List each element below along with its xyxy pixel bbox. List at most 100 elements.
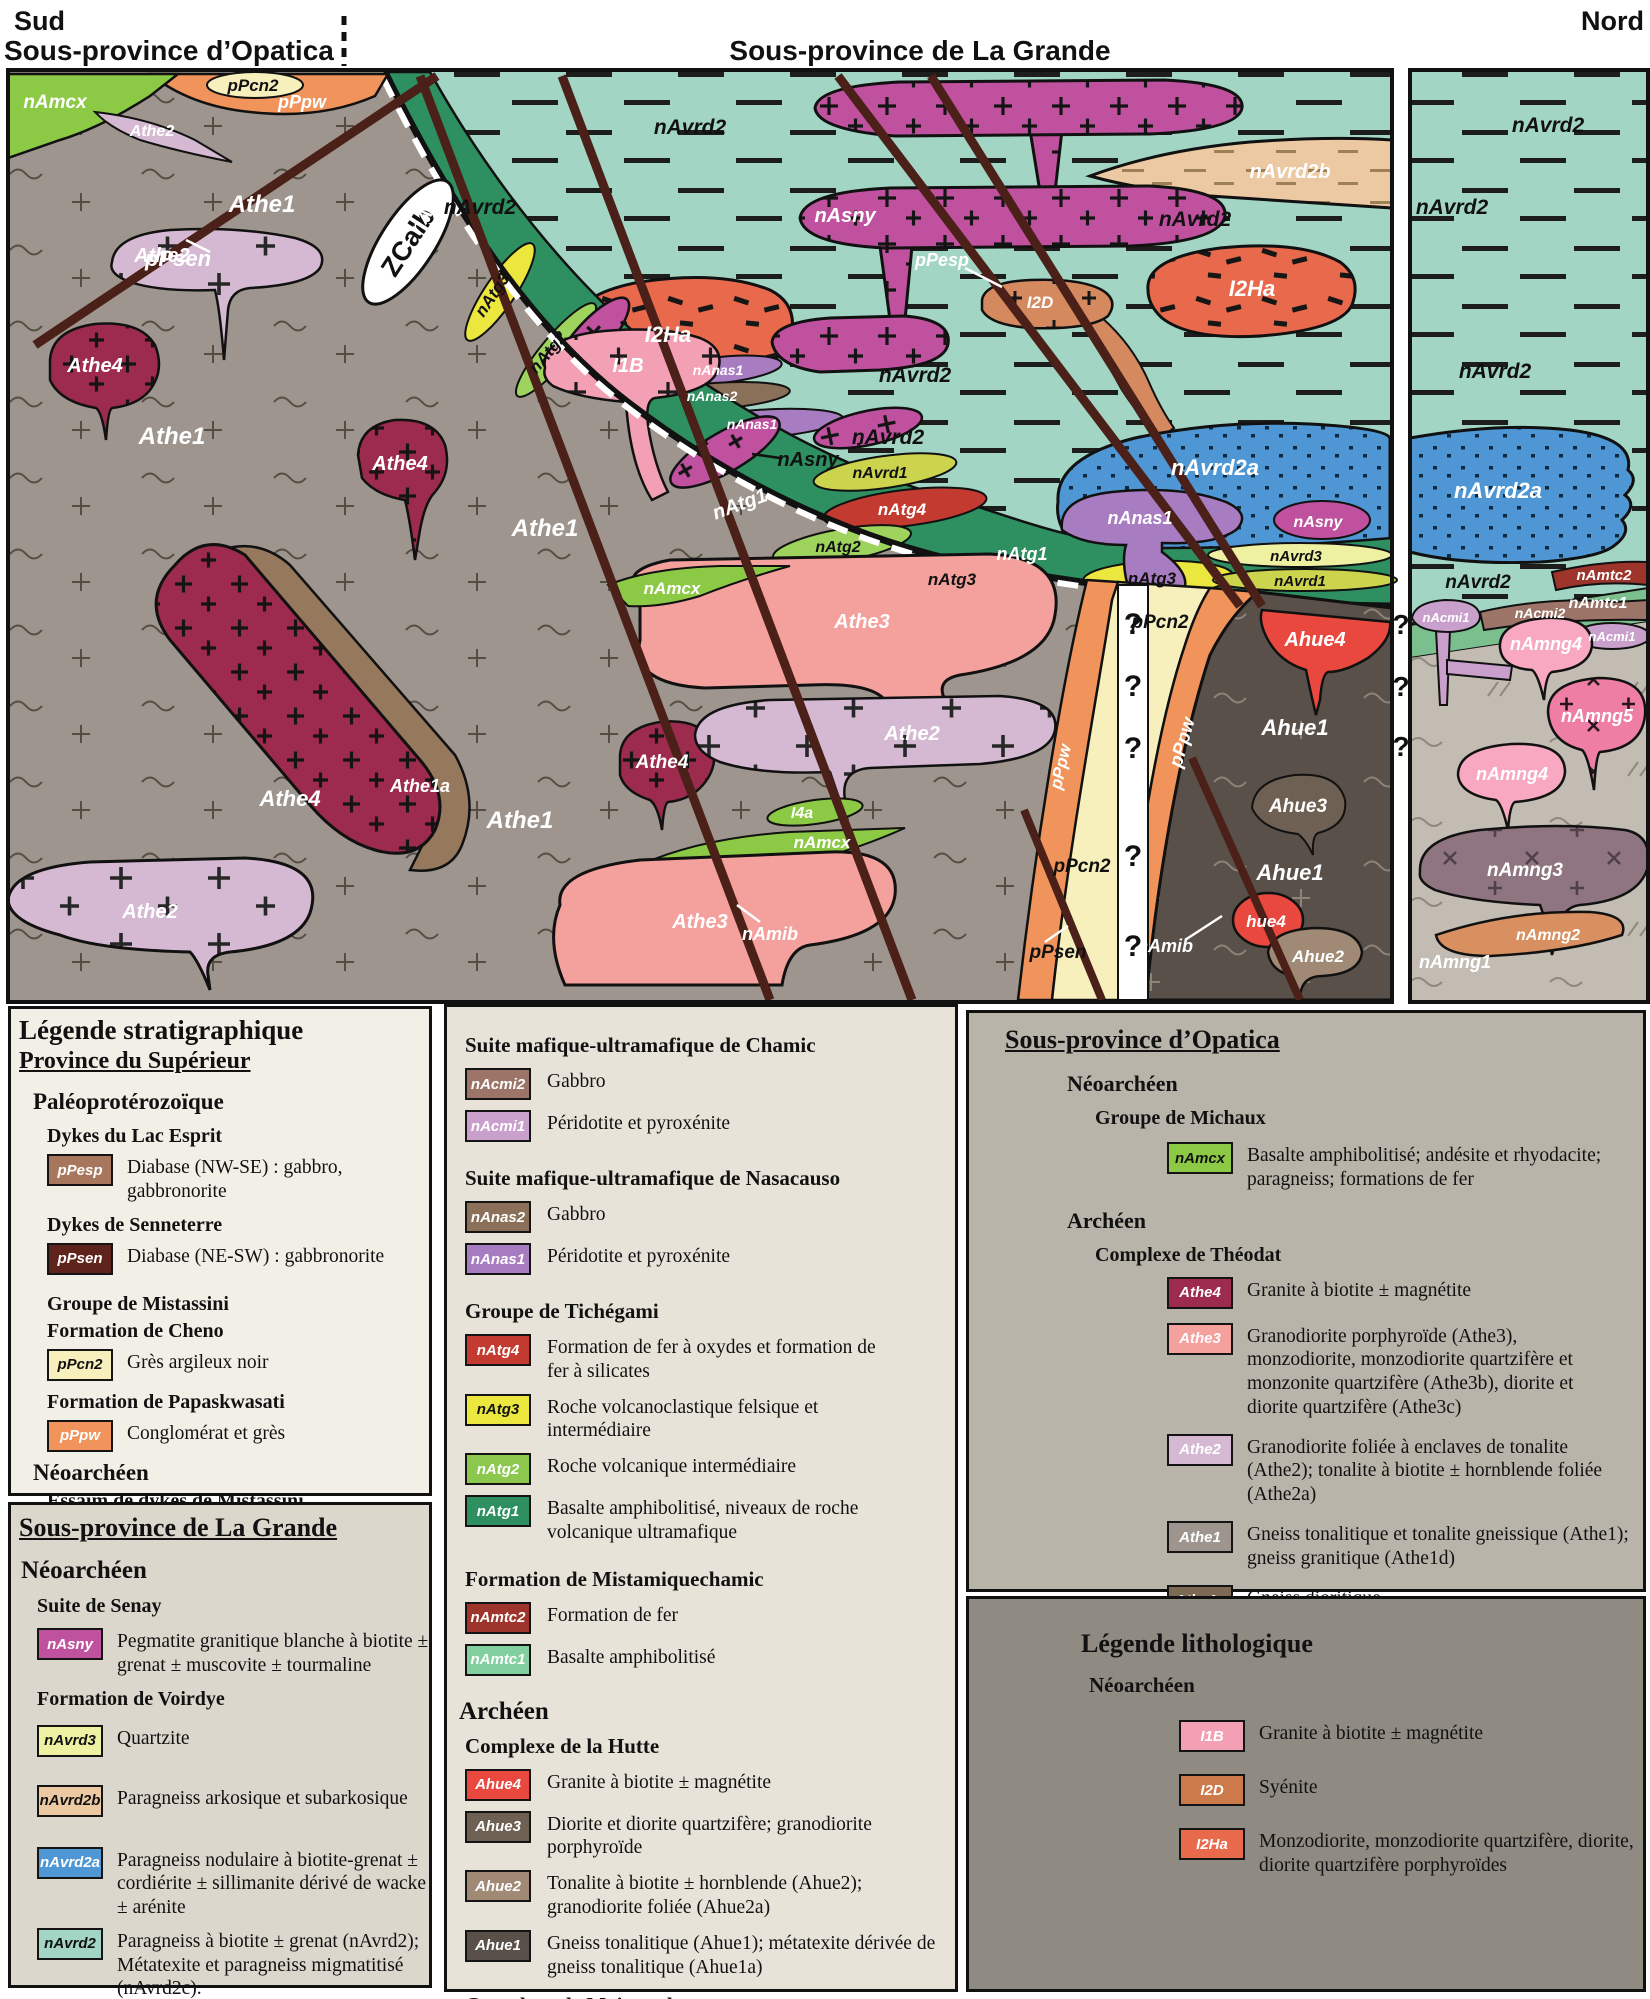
swatch-I2Ha: I2Ha (1179, 1828, 1245, 1860)
legend-row-pPcn2: pPcn2 Grès argileux noir (47, 1348, 429, 1381)
legend-row-nAmcx: nAmcx Basalte amphibolitisé; andésite et… (1167, 1142, 1643, 1192)
legend-row-Athe2: Athe2 Granodiorite foliée à enclaves de … (1167, 1433, 1643, 1507)
unit-athe4-blob2 (356, 418, 449, 561)
label-navrd2-2: nAvrd2 (654, 116, 727, 139)
swatch-nAmcx: nAmcx (1167, 1142, 1233, 1174)
q-left-1: ? (1124, 608, 1142, 641)
label-natg1-c: nAtg1 (997, 544, 1048, 564)
q-left-2: ? (1124, 670, 1142, 703)
label-athe1a: Athe1a (389, 776, 450, 796)
label-namng2: nAmng2 (1516, 927, 1580, 944)
label-nacmi1-n2: nAcmi1 (1589, 629, 1636, 644)
legend-row-nAnas2: nAnas2 Gabbro (465, 1201, 955, 1233)
label-athe2-sliver: Athe2 (129, 123, 175, 140)
heading-paleoproterozoique: Paléoprotérozoïque (33, 1089, 224, 1114)
north-panel (1408, 68, 1650, 1004)
unit-navrd2a-n (1408, 425, 1635, 565)
label-navrd1-b: nAvrd1 (1274, 573, 1326, 590)
swatch-pPsen: pPsen (47, 1242, 113, 1275)
label-navrd2-n1: nAvrd2 (1512, 114, 1585, 137)
heading-suite-senay: Suite de Senay (37, 1595, 162, 1617)
label-namtc2-n: nAmtc2 (1576, 567, 1632, 584)
unit-nasny-complex (770, 78, 1244, 374)
heading-tichegami: Groupe de Tichégami (465, 1299, 659, 1323)
legend-row-nAmtc1: nAmtc1 Basalte amphibolitisé (465, 1643, 955, 1676)
swatch-nAvrd3: nAvrd3 (37, 1724, 103, 1757)
legend-box-superieur: Légende stratigraphique Province du Supé… (8, 1006, 432, 1564)
label-nanas1-p1: nAnas1 (693, 362, 744, 378)
unit-i2ha-east (1146, 244, 1357, 339)
label-navrd1-a: nAvrd1 (852, 465, 907, 482)
swatch-nAvrd2a: nAvrd2a (37, 1846, 103, 1879)
swatch-nAvrd2: nAvrd2 (37, 1927, 103, 1960)
unit-athe2-sliver (92, 110, 233, 163)
unit-navrd1-lens2 (1212, 568, 1398, 592)
legend-row-I2Ha: I2Ha Monzodiorite, monzodiorite quartzif… (1179, 1828, 1643, 1878)
label-psen-b: pPsen (1028, 942, 1086, 963)
heading-neoarcheen-litho: Néoarchéen (1089, 1673, 1195, 1697)
swatch-nAvrd2b: nAvrd2b (37, 1784, 103, 1817)
label-ahue4: Ahue4 (1283, 629, 1345, 651)
label-psen-west: pPsen (144, 246, 211, 271)
label-navrd2-3: nAvrd2 (879, 364, 952, 387)
heading-formation-papaskwasati: Formation de Papaskwasati (47, 1390, 285, 1413)
label-athe4-2: Athe4 (371, 453, 428, 475)
heading-neoarcheen-lg: Néoarchéen (21, 1557, 147, 1584)
swatch-nAmtc1: nAmtc1 (465, 1643, 531, 1676)
label-namng3: nAmng3 (1487, 860, 1563, 881)
label-i2d: I2D (1027, 293, 1053, 312)
label-pcn2-b2: pPcn2 (1052, 856, 1110, 877)
unit-athe4-blob1 (48, 322, 161, 441)
swatch-nAtg2: nAtg2 (465, 1453, 531, 1486)
swatch-nAcmi1: nAcmi1 (465, 1110, 531, 1142)
unit-namng2 (1434, 910, 1625, 958)
legend-row-nAcmi2: nAcmi2 Gabbro (465, 1068, 955, 1100)
unit-athe3-blob1 (630, 552, 1058, 719)
label-athe4-big: Athe4 (258, 786, 320, 811)
heading-formation-cheno: Formation de Cheno (47, 1319, 224, 1342)
north-panel-border (1408, 68, 1650, 1004)
unit-namng4-b (1456, 742, 1567, 831)
legend-row-Athe1: Athe1 Gneiss tonalitique et tonalite gne… (1167, 1521, 1643, 1571)
label-nacmi2-n: nAcmi2 (1515, 605, 1566, 621)
unit-nacmi1-mushroom (1410, 598, 1514, 706)
swatch-pPcn2: pPcn2 (47, 1348, 113, 1381)
unit-nasny-in-blue (1273, 500, 1371, 540)
label-athe1-4: Athe1 (486, 807, 554, 834)
label-ahue3: Ahue3 (1268, 796, 1328, 817)
legend-row-pPsen: pPsen Diabase (NE-SW) : gabbronorite (47, 1242, 429, 1275)
legend-row-Ahue3: Ahue3 Diorite et diorite quartzifère; gr… (465, 1810, 955, 1861)
label-navrd2a-n: nAvrd2a (1454, 478, 1542, 503)
swatch-Athe2: Athe2 (1167, 1433, 1233, 1466)
label-ahue2: Ahue2 (1291, 947, 1345, 966)
legend-title-lagrande: Sous-province de La Grande (19, 1513, 338, 1542)
heading-neoarcheen-sup: Néoarchéen (33, 1459, 149, 1485)
q-gap-1: ? (1392, 609, 1409, 640)
heading-hutte: Complexe de la Hutte (465, 1733, 660, 1758)
label-ppw-top: pPpw (277, 92, 327, 112)
unit-namng4-a (1498, 616, 1594, 701)
label-athe3-1: Athe3 (833, 611, 890, 633)
legend-title-opatica: Sous-province d’Opatica (1005, 1025, 1280, 1054)
main-panel-border (6, 68, 1394, 1004)
legend-row-nAcmi1: nAcmi1 Péridotite et pyroxénite (465, 1110, 955, 1142)
label-navrd3: nAvrd3 (1270, 548, 1322, 565)
swatch-Ahue4: Ahue4 (465, 1768, 531, 1801)
legend-row-Ahue4: Ahue4 Granite à biotite ± magnétite (465, 1768, 955, 1801)
label-namcx-crescent: nAmcx (644, 579, 702, 598)
heading-formation-voirdye: Formation de Voirdye (37, 1687, 225, 1710)
title-opatica-sud: Sous-province d’Opatica (4, 35, 334, 66)
dyke-2 (415, 74, 775, 1002)
label-namib-west: nAmib (742, 924, 798, 944)
label-namng5: nAmng5 (1561, 706, 1634, 726)
legend-row-nAvrd2a: nAvrd2a Paragneiss nodulaire à biotite-g… (37, 1846, 429, 1920)
label-namtc1-n: nAmtc1 (1569, 595, 1628, 612)
legend-title-strat: Légende stratigraphique (19, 1015, 304, 1045)
label-nasny-blue: nAsny (1294, 514, 1344, 531)
label-athe2-bottom: Athe2 (121, 901, 178, 923)
swatch-nAcmi2: nAcmi2 (465, 1068, 531, 1100)
label-nanas2-p: nAnas2 (687, 388, 738, 404)
unit-ahue4-top (1259, 608, 1392, 716)
label-i1b: I1B (612, 355, 643, 377)
